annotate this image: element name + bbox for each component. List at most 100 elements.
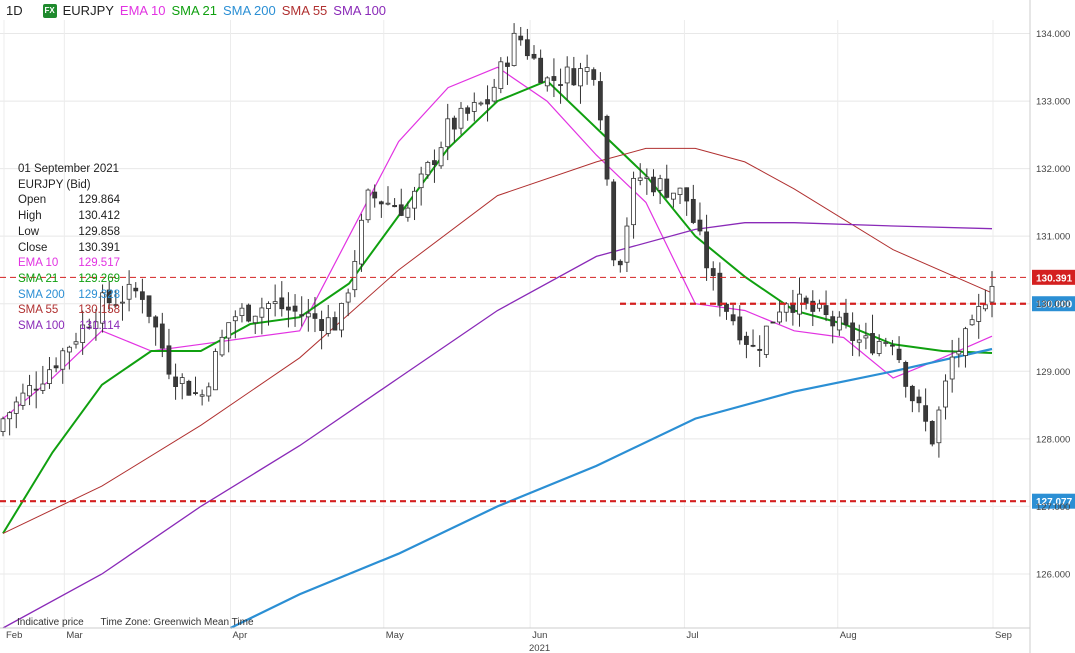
indicator-legend-1[interactable]: SMA 21 [171,3,217,18]
candle-body [398,204,404,216]
candle-body [60,350,66,370]
candle-body [836,316,842,331]
info-row: EMA 10 129.517 [18,256,120,272]
candle-body [637,177,643,181]
candle-body [817,303,822,309]
y-tick-label: 128.000 [1036,434,1070,445]
candle-body [730,314,736,322]
candle-body [146,295,152,317]
y-tick-label: 132.000 [1036,164,1070,175]
candle-body [491,86,497,102]
candle-body [929,421,935,445]
candle-body [312,313,318,319]
x-tick-label: Jul [686,630,698,641]
candle-body [617,260,623,266]
price-label-text: 130.000 [1036,300,1073,311]
candle-body [963,328,968,356]
fx-badge-icon: FX [42,3,57,18]
info-date: 01 September 2021 [18,163,120,175]
candle-body [657,178,663,191]
info-row-label: SMA 200 [18,288,65,301]
candle-body [86,326,92,329]
candle-body [359,219,364,265]
grid [0,20,1030,628]
info-row: High 130.412 [18,209,120,225]
candle-body [73,341,79,345]
candle-body [631,177,636,226]
indicator-legend-0[interactable]: EMA 10 [119,3,166,18]
candle-body [113,304,119,306]
candle-body [763,325,769,355]
timeframe-label[interactable]: 1D [6,3,23,18]
candle-body [232,316,238,322]
candle-body [909,385,915,402]
symbol-label[interactable]: EURJPY [62,3,114,18]
y-tick-label: 134.000 [1036,29,1070,40]
candle-body [982,304,988,310]
candle-body [339,302,344,331]
candle-body [611,181,617,261]
candle-body [969,319,975,326]
candle-body [133,287,139,292]
info-row-label: SMA 55 [18,304,59,317]
candle-body [7,412,13,420]
candle-body [478,102,484,105]
candle-body [498,61,504,89]
indicator-legend-3[interactable]: SMA 55 [281,3,328,18]
chart-footer: Indicative price Time Zone: Greenwich Me… [17,617,254,628]
candle-body [0,418,6,432]
candle-body [664,178,670,198]
candle-body [33,388,39,391]
price-label-text: 127.077 [1036,497,1073,508]
candle-body [744,335,749,345]
candle-body [325,317,331,334]
candle-body [584,67,590,72]
candle-body [405,207,411,218]
candle-body [153,316,159,328]
candle-body [219,336,225,356]
series-line-sma-100 [2,222,993,629]
candle-body [471,102,477,112]
series-line-sma-55 [2,147,993,534]
candle-body [936,409,942,444]
indicator-legend-2[interactable]: SMA 200 [222,3,276,18]
price-label-box [1032,296,1075,312]
candle-body [332,317,338,331]
candle-body [949,356,955,380]
y-tick-label: 129.000 [1036,367,1070,378]
info-row-value: 129.864 [78,194,120,207]
candle-body [564,66,570,84]
candle-body [259,307,265,318]
candle-body [126,283,132,300]
info-instrument: EURJPY (Bid) [18,178,91,191]
candle-body [916,396,922,404]
candle-body [445,118,451,148]
candle-body [624,225,630,263]
info-row-value: 129.328 [78,288,120,301]
candle-body [710,268,716,277]
candle-body [465,107,471,114]
candle-body [299,314,305,317]
candle-body [544,77,550,87]
candle-body [252,315,258,324]
info-row-label: SMA 21 [18,272,59,285]
indicative-price-note: Indicative price [17,617,84,628]
indicator-legend-4[interactable]: SMA 100 [333,3,387,18]
info-row-value: 129.269 [78,272,120,285]
candle-body [159,323,165,349]
candle-body [571,68,577,86]
candle-body [757,348,763,351]
info-row: SMA 200 129.328 [18,288,120,304]
info-row: SMA 100 131.114 [18,319,120,335]
candle-body [451,117,457,130]
candle-body [27,385,32,397]
candle-body [365,189,371,221]
candle-body [803,297,809,304]
candle-body [531,53,537,59]
price-levels: 130.391 130.000 127.077 [0,269,1075,509]
candle-body [830,316,836,327]
candlesticks [0,23,995,458]
candle-body [246,304,251,322]
